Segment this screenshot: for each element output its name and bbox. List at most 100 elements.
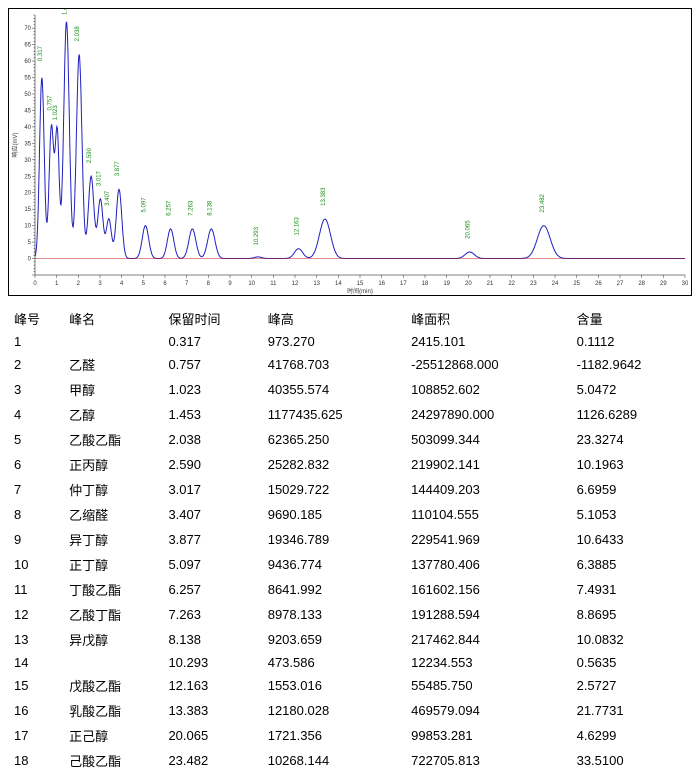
svg-text:18: 18 [422, 281, 429, 287]
svg-text:29: 29 [660, 281, 667, 287]
table-cell: 18 [8, 748, 63, 773]
table-cell: 正丁醇 [63, 552, 162, 577]
table-row: 5乙酸乙酯2.03862365.250503099.34423.3274 [8, 427, 692, 452]
table-cell: 1126.6289 [571, 402, 692, 427]
table-cell: 13.383 [162, 698, 261, 723]
svg-text:0.317: 0.317 [38, 45, 44, 61]
svg-text:15: 15 [357, 281, 364, 287]
table-cell: 108852.602 [405, 377, 570, 402]
table-cell: 9203.659 [262, 627, 405, 652]
table-cell: 2415.101 [405, 331, 570, 352]
svg-text:12.163: 12.163 [295, 216, 301, 235]
svg-text:10.293: 10.293 [254, 226, 260, 245]
svg-text:9: 9 [228, 281, 232, 287]
table-cell: 15 [8, 673, 63, 698]
table-cell: 16 [8, 698, 63, 723]
table-cell: 10.6433 [571, 527, 692, 552]
table-cell: 戊酸乙酯 [63, 673, 162, 698]
table-cell: 8978.133 [262, 602, 405, 627]
svg-text:70: 70 [24, 26, 31, 32]
table-cell: 973.270 [262, 331, 405, 352]
svg-text:时间(min): 时间(min) [347, 287, 373, 295]
table-cell: 19346.789 [262, 527, 405, 552]
table-cell: 0.757 [162, 352, 261, 377]
svg-text:0: 0 [33, 281, 37, 287]
table-cell: 仲丁醇 [63, 477, 162, 502]
table-cell: 1.023 [162, 377, 261, 402]
table-cell: 10.1963 [571, 452, 692, 477]
table-cell: 乙醛 [63, 352, 162, 377]
svg-text:55: 55 [24, 76, 31, 82]
col-header: 峰面积 [405, 306, 570, 331]
table-cell: 12.163 [162, 673, 261, 698]
table-cell: 乙酸乙酯 [63, 427, 162, 452]
table-row: 1 0.317973.2702415.1010.1112 [8, 331, 692, 352]
svg-text:16: 16 [378, 281, 385, 287]
table-cell: 3.877 [162, 527, 261, 552]
svg-text:5: 5 [28, 240, 32, 246]
table-cell: 161602.156 [405, 577, 570, 602]
table-cell: 5.0472 [571, 377, 692, 402]
table-cell: 24297890.000 [405, 402, 570, 427]
table-cell: 己酸乙酯 [63, 748, 162, 773]
table-cell: 乙醇 [63, 402, 162, 427]
table-cell: 10.293 [162, 652, 261, 673]
table-cell: 8.138 [162, 627, 261, 652]
table-row: 9异丁醇3.87719346.789229541.96910.6433 [8, 527, 692, 552]
table-cell: 4 [8, 402, 63, 427]
svg-text:3.407: 3.407 [105, 190, 111, 206]
table-cell: 5.097 [162, 552, 261, 577]
svg-text:23.482: 23.482 [540, 193, 546, 212]
table-cell: 异丁醇 [63, 527, 162, 552]
svg-text:8.138: 8.138 [207, 200, 213, 216]
svg-text:20: 20 [24, 191, 31, 197]
svg-text:30: 30 [682, 281, 689, 287]
svg-text:25: 25 [573, 281, 580, 287]
svg-text:23: 23 [530, 281, 537, 287]
svg-text:65: 65 [24, 43, 31, 49]
table-cell [63, 652, 162, 673]
chromatogram-chart: 0510152025303540455055606570012345678910… [8, 8, 692, 296]
table-cell: 0.1112 [571, 331, 692, 352]
table-row: 7仲丁醇3.01715029.722144409.2036.6959 [8, 477, 692, 502]
table-cell: 11 [8, 577, 63, 602]
table-cell: -25512868.000 [405, 352, 570, 377]
table-row: 15戊酸乙酯12.1631553.01655485.7502.5727 [8, 673, 692, 698]
table-cell: 8641.992 [262, 577, 405, 602]
table-cell: 6.6959 [571, 477, 692, 502]
table-cell: 41768.703 [262, 352, 405, 377]
svg-text:3: 3 [98, 281, 102, 287]
table-cell: 473.586 [262, 652, 405, 673]
svg-text:6.257: 6.257 [167, 200, 173, 216]
table-cell: 229541.969 [405, 527, 570, 552]
table-cell: 469579.094 [405, 698, 570, 723]
col-header: 峰名 [63, 306, 162, 331]
svg-text:3.017: 3.017 [96, 170, 102, 186]
col-header: 峰高 [262, 306, 405, 331]
table-cell: 乙缩醛 [63, 502, 162, 527]
table-cell: 25282.832 [262, 452, 405, 477]
table-row: 6正丙醇2.59025282.832219902.14110.1963 [8, 452, 692, 477]
table-cell: 23.3274 [571, 427, 692, 452]
table-cell [63, 331, 162, 352]
table-cell: -1182.9642 [571, 352, 692, 377]
table-cell: 正丙醇 [63, 452, 162, 477]
svg-text:17: 17 [400, 281, 407, 287]
table-cell: 2.5727 [571, 673, 692, 698]
table-cell: 2 [8, 352, 63, 377]
table-cell: 1 [8, 331, 63, 352]
table-cell: 191288.594 [405, 602, 570, 627]
table-row: 16乳酸乙酯13.38312180.028469579.09421.7731 [8, 698, 692, 723]
table-cell: 10268.144 [262, 748, 405, 773]
table-cell: 144409.203 [405, 477, 570, 502]
table-row: 18己酸乙酯23.48210268.144722705.81333.5100 [8, 748, 692, 773]
table-cell: 0.317 [162, 331, 261, 352]
svg-text:20: 20 [465, 281, 472, 287]
svg-text:45: 45 [24, 108, 31, 114]
table-cell: 1553.016 [262, 673, 405, 698]
svg-text:60: 60 [24, 59, 31, 65]
table-row: 3甲醇1.02340355.574108852.6025.0472 [8, 377, 692, 402]
svg-text:20.065: 20.065 [466, 220, 472, 239]
svg-text:15: 15 [24, 207, 31, 213]
table-cell: 6.257 [162, 577, 261, 602]
